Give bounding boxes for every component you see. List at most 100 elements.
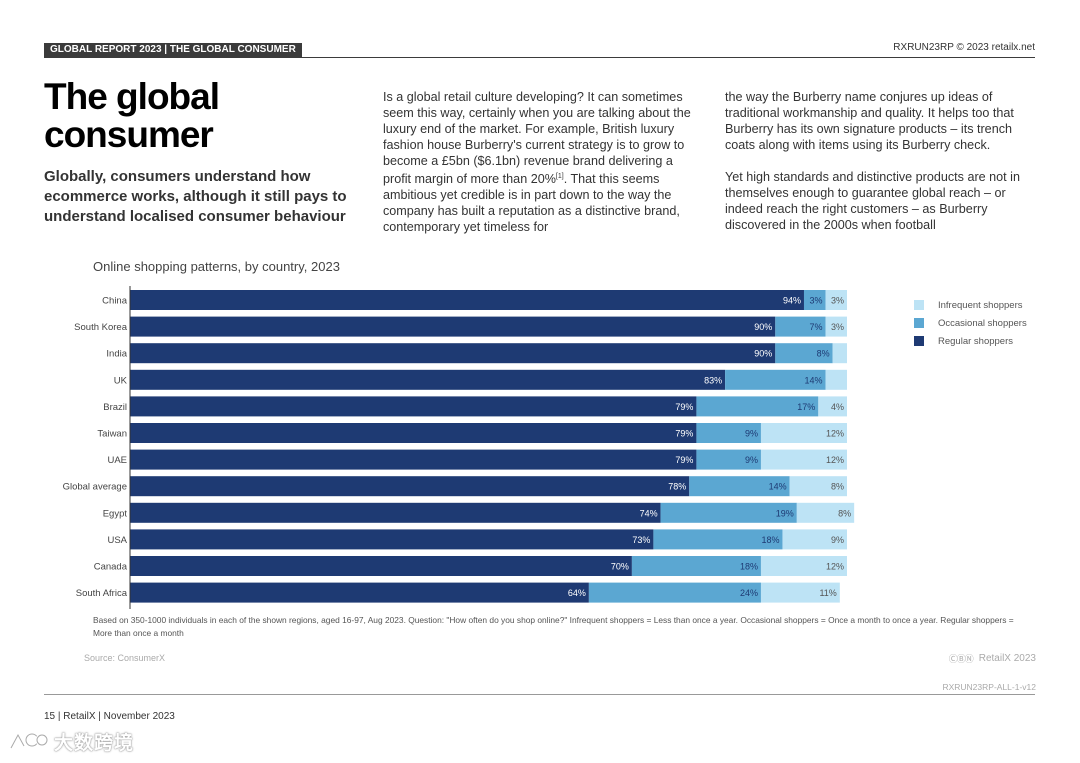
- bar-segment: [818, 396, 847, 417]
- bar-segment: [825, 316, 847, 337]
- category-label: Taiwan: [97, 429, 127, 440]
- data-label: 78%: [668, 482, 686, 492]
- data-label: 8%: [831, 482, 844, 492]
- body-column-2: the way the Burberry name conjures up id…: [725, 89, 1043, 249]
- bar-segment: [696, 423, 761, 443]
- body-text: Is a global retail culture developing? I…: [383, 90, 691, 187]
- chart-source: Source: ConsumerX: [84, 653, 166, 663]
- legend-item: Occasional shoppers: [914, 314, 1027, 332]
- legend-swatch: [914, 318, 924, 328]
- data-label: 90%: [754, 349, 772, 359]
- data-label: 11%: [819, 588, 836, 598]
- category-label: India: [106, 349, 127, 360]
- bar-segment: [696, 396, 819, 417]
- data-label: 83%: [704, 375, 722, 385]
- header-rule: [44, 57, 1035, 58]
- chart-title: Online shopping patterns, by country, 20…: [93, 259, 340, 274]
- data-label: 17%: [797, 402, 815, 412]
- brand-mark: ⒸⒷⓃ RetailX 2023: [949, 652, 1036, 665]
- legend-label: Infrequent shoppers: [938, 299, 1023, 311]
- category-label: South Africa: [76, 588, 128, 599]
- bar-segment: [130, 476, 690, 497]
- category-label: UK: [114, 375, 128, 386]
- bar-segment: [130, 343, 776, 364]
- bar-segment: [760, 449, 847, 470]
- data-label: 14%: [769, 482, 787, 492]
- stacked-bar-chart: China 94% 3% 3% South Korea 90% 7% 3% India 90% 8%…: [63, 286, 855, 609]
- bar-segment: [130, 449, 697, 470]
- category-label: Global average: [63, 482, 127, 493]
- bar-segment: [130, 396, 697, 417]
- legend-item: Regular shoppers: [914, 332, 1027, 350]
- page-title: The global consumer: [44, 76, 220, 155]
- chart-legend: Infrequent shoppers Occasional shoppers Re…: [914, 296, 1027, 350]
- data-label: 3%: [809, 296, 822, 306]
- bar-segment: [825, 369, 847, 390]
- data-label: 90%: [754, 322, 772, 332]
- data-label: 19%: [776, 508, 794, 518]
- data-label: 14%: [804, 375, 822, 385]
- category-label: South Korea: [74, 322, 128, 333]
- body-column-1: Is a global retail culture developing? I…: [383, 89, 703, 251]
- bar-segment: [130, 316, 776, 337]
- bar-segment: [130, 556, 632, 576]
- bar-segment: [803, 290, 826, 310]
- bar-segment: [689, 476, 790, 497]
- data-label: 3%: [831, 322, 844, 332]
- watermark-logo-icon: [9, 731, 48, 749]
- data-label: 9%: [831, 535, 844, 545]
- data-label: 7%: [809, 322, 822, 332]
- page-footer: 15 | RetailX | November 2023: [44, 711, 175, 722]
- data-label: 94%: [783, 296, 801, 306]
- bar-segment: [130, 582, 589, 603]
- bar-segment: [825, 290, 847, 310]
- footnote-ref[interactable]: [1]: [555, 173, 564, 180]
- data-label: 79%: [675, 402, 693, 412]
- bar-segment: [631, 556, 761, 576]
- bar-segment: [653, 529, 783, 550]
- bar-segment: [130, 369, 726, 390]
- bar-segment: [796, 502, 855, 523]
- brand-name: RetailX 2023: [978, 653, 1036, 664]
- bar-segment: [696, 449, 761, 470]
- legend-item: Infrequent shoppers: [914, 296, 1027, 314]
- data-label: 74%: [640, 508, 658, 518]
- data-label: 64%: [568, 588, 586, 598]
- data-label: 12%: [826, 562, 844, 572]
- data-label: 9%: [745, 429, 758, 439]
- body-paragraph: the way the Burberry name conjures up id…: [725, 90, 1014, 152]
- bar-segment: [725, 369, 826, 390]
- watermark: 大数跨境: [8, 728, 134, 755]
- data-label: 18%: [761, 535, 779, 545]
- data-label: 79%: [675, 455, 693, 465]
- data-label: 3%: [831, 296, 844, 306]
- bar-segment: [130, 502, 661, 523]
- bar-segment: [789, 476, 847, 497]
- page-subtitle: Globally, consumers understand how ecomm…: [44, 168, 347, 225]
- bar-segment: [130, 529, 654, 550]
- cc-by-nc-nd-icon: ⒸⒷⓃ: [948, 654, 974, 664]
- bar-segment: [760, 582, 840, 603]
- bar-segment: [760, 423, 847, 443]
- data-label: 73%: [632, 535, 650, 545]
- data-label: 8%: [817, 349, 830, 359]
- bar-segment: [760, 556, 847, 576]
- bar-segment: [588, 582, 761, 603]
- legend-label: Occasional shoppers: [938, 317, 1027, 329]
- data-label: 12%: [826, 455, 844, 465]
- document-code: RXRUN23RP-ALL-1-v12: [942, 682, 1036, 692]
- body-paragraph: Yet high standards and distinctive produ…: [725, 170, 1020, 232]
- body-text: . That this seems ambitious yet credible…: [383, 172, 680, 235]
- bar-segment: [130, 290, 804, 310]
- legend-label: Regular shoppers: [938, 335, 1013, 347]
- chart-note: Based on 350-1000 individuals in each of…: [93, 615, 1014, 638]
- data-label: 24%: [740, 588, 758, 598]
- data-label: 18%: [740, 562, 758, 572]
- category-label: China: [102, 296, 128, 307]
- header-copyright: RXRUN23RP © 2023 retailx.net: [893, 42, 1035, 53]
- footer-rule: [44, 694, 1035, 695]
- data-label: 12%: [826, 429, 844, 439]
- bar-segment: [775, 343, 833, 364]
- bar-segment: [832, 343, 847, 364]
- bar-segment: [782, 529, 847, 550]
